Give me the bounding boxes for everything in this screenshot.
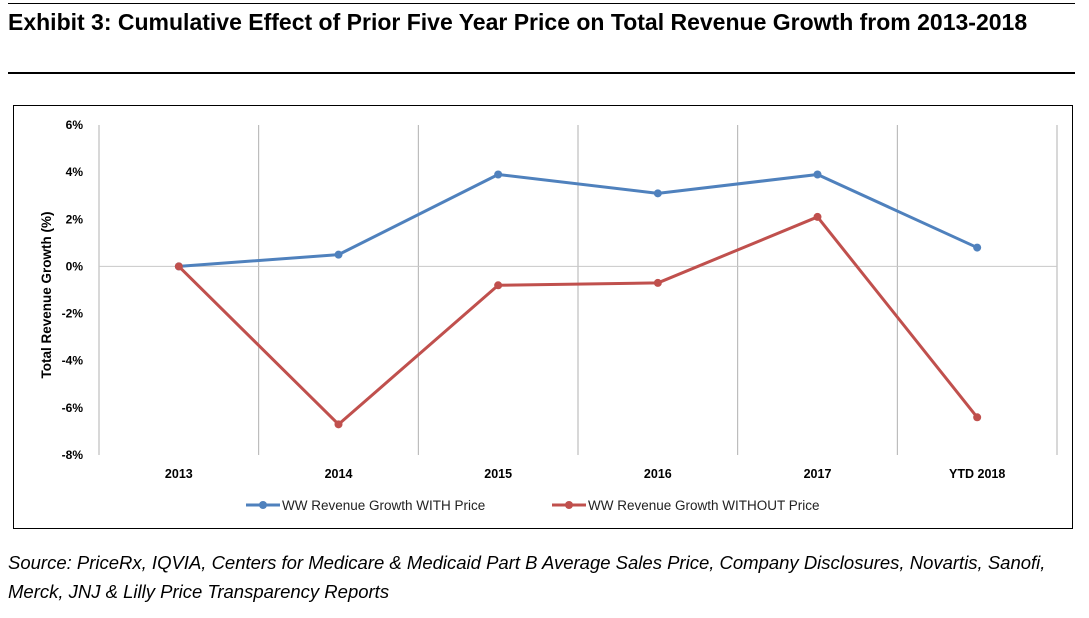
title-bottom-rule [8, 72, 1075, 74]
data-point [973, 243, 982, 252]
y-tick-label: 4% [66, 165, 84, 179]
legend-marker [259, 501, 267, 509]
exhibit-title: Exhibit 3: Cumulative Effect of Prior Fi… [8, 9, 1028, 35]
y-tick-label: 2% [66, 212, 84, 226]
data-point [653, 278, 662, 287]
data-point [174, 262, 183, 271]
y-tick-label: -2% [62, 307, 84, 321]
legend-marker [565, 501, 573, 509]
source-note: Source: PriceRx, IQVIA, Centers for Medi… [8, 552, 1046, 602]
series-line-1 [177, 173, 979, 268]
data-point [334, 420, 343, 429]
data-point [494, 281, 503, 290]
x-tick-label: 2015 [484, 467, 512, 481]
legend-label: WW Revenue Growth WITHOUT Price [588, 498, 820, 513]
legend-label: WW Revenue Growth WITH Price [282, 498, 485, 513]
x-tick-label: 2016 [644, 467, 672, 481]
x-tick-label: 2013 [165, 467, 193, 481]
chart-frame: -8% -6% -4% -2% 0% 2% 4% 6% Total Revenue Growth… [13, 105, 1073, 529]
series-line-2 [177, 215, 979, 426]
data-point [813, 212, 822, 221]
line-chart: -8% -6% -4% -2% 0% 2% 4% 6% Total Revenue Growth… [39, 118, 1058, 513]
data-point [653, 189, 662, 198]
y-tick-label: 6% [66, 118, 84, 132]
data-point [494, 170, 503, 179]
x-tick-label: 2017 [804, 467, 832, 481]
y-tick-label: -8% [62, 448, 84, 462]
x-tick-label: YTD 2018 [949, 467, 1005, 481]
title-top-rule [8, 3, 1075, 4]
y-axis-title: Total Revenue Growth (%) [39, 211, 54, 378]
y-tick-label: -6% [62, 401, 84, 415]
data-point [334, 250, 343, 259]
data-point [813, 170, 822, 179]
data-point [973, 413, 982, 422]
y-tick-label: 0% [66, 259, 84, 273]
y-tick-label: -4% [62, 354, 84, 368]
x-tick-label: 2014 [325, 467, 353, 481]
